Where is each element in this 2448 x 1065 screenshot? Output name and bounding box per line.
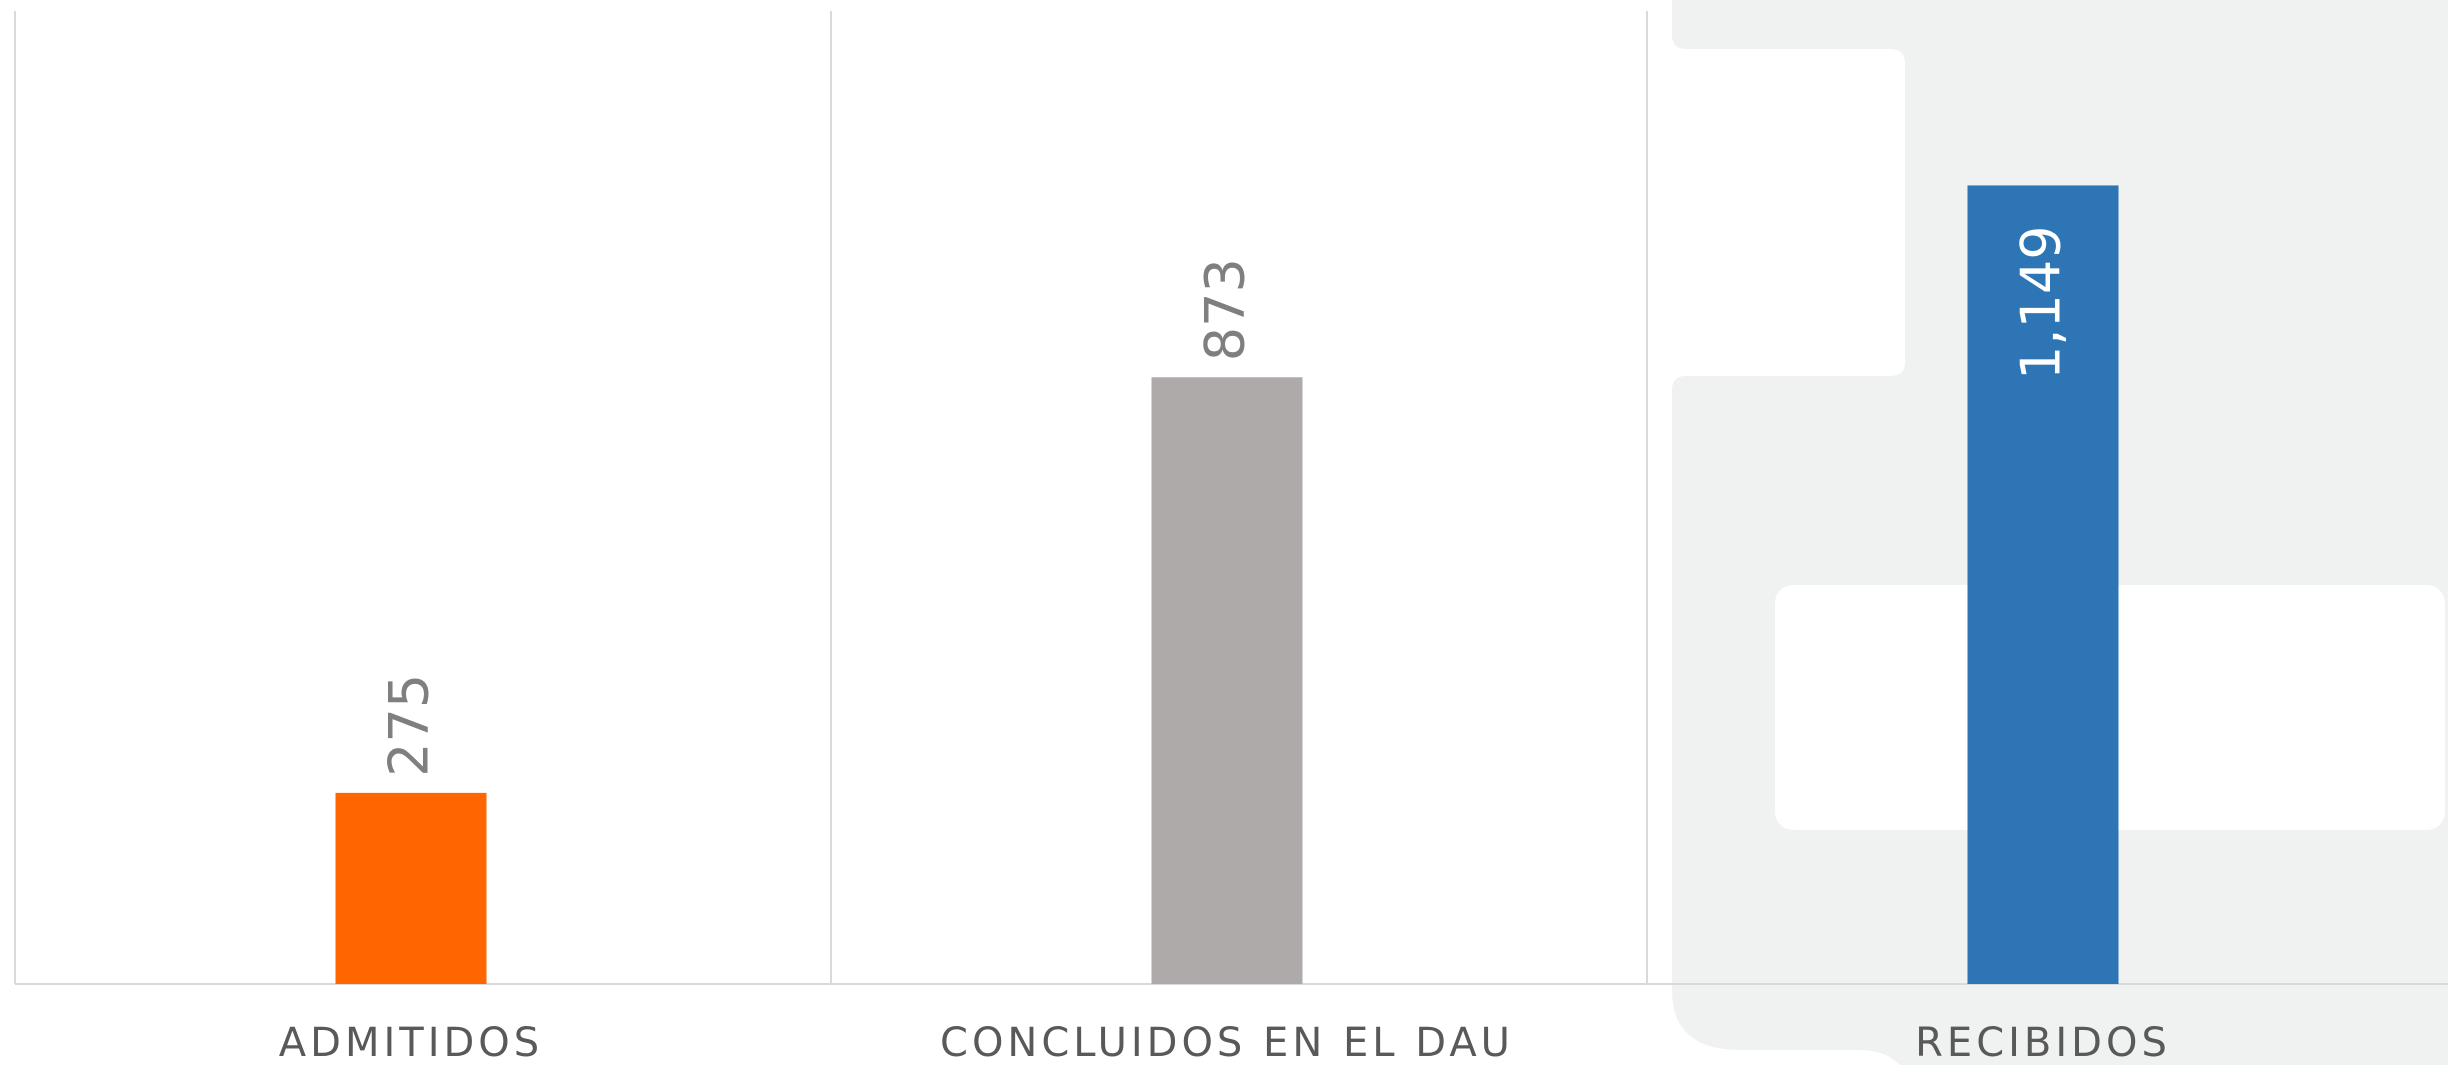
value-label: 873 <box>1194 258 1257 361</box>
bar <box>335 792 487 984</box>
x-tick-label: ADMITIDOS <box>279 1020 543 1065</box>
value-label: 275 <box>378 674 441 777</box>
x-tick-label: RECIBIDOS <box>1915 1020 2171 1065</box>
bar <box>1967 185 2119 984</box>
value-label: 1,149 <box>2010 225 2073 380</box>
bar <box>1151 377 1303 984</box>
x-tick-label: CONCLUIDOS EN EL DAU <box>940 1020 1514 1065</box>
plot-area <box>14 11 1648 984</box>
